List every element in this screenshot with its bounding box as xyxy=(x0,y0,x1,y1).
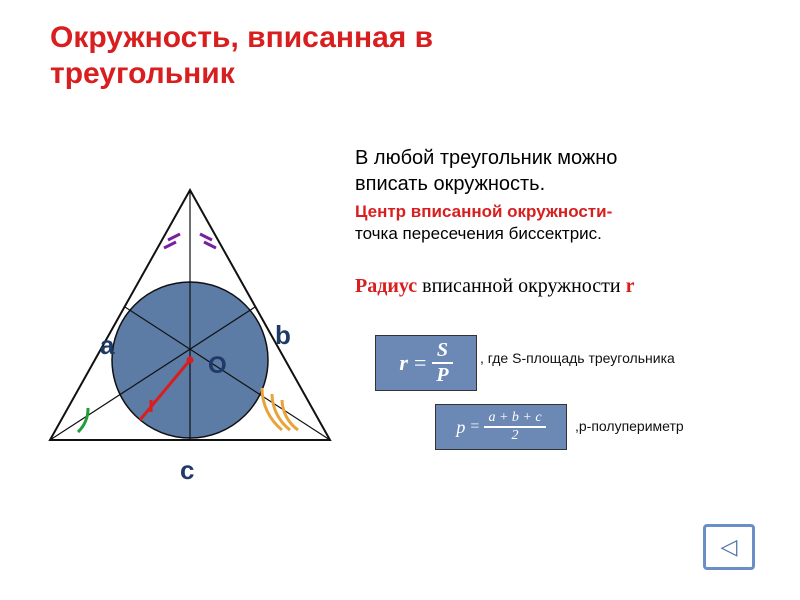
title-line1: Окружность, вписанная в xyxy=(50,21,433,54)
formula-r-note: , где S-площадь треугольника xyxy=(480,350,675,366)
formula-p: p = a + b + c 2 xyxy=(435,404,567,450)
formula-p-eq: = xyxy=(470,418,479,436)
center-dot xyxy=(187,357,194,364)
desc-line3b: вписанной окружности xyxy=(417,275,626,297)
label-b: b xyxy=(275,320,291,351)
title-line2: треугольник xyxy=(50,57,235,90)
formula-r-den: P xyxy=(432,364,452,387)
label-c: c xyxy=(180,455,194,486)
desc-line1a: В любой треугольник можно xyxy=(355,147,617,169)
desc-line2b-wrap: точка пересечения биссектрис. xyxy=(355,223,775,245)
formula-r: r = S P xyxy=(375,335,477,391)
desc-line3a: Радиус xyxy=(355,275,417,297)
formula-r-num: S xyxy=(432,339,452,364)
formula-p-den: 2 xyxy=(484,428,545,444)
diagram-svg xyxy=(30,180,350,480)
formula-p-lhs: p xyxy=(456,417,465,438)
desc-line1b: вписать окружность. xyxy=(355,173,545,195)
desc-line3: Радиус вписанной окружности r xyxy=(355,273,775,299)
formula-r-eq: = xyxy=(414,350,426,376)
desc-line1: В любой треугольник можно вписать окружн… xyxy=(355,145,775,197)
angle-mark-right xyxy=(262,388,298,430)
desc-line3c: r xyxy=(626,275,635,297)
desc-line2a: Центр вписанной окружности- xyxy=(355,202,612,221)
slide-title: Окружность, вписанная в треугольник xyxy=(50,20,433,92)
description-block: В любой треугольник можно вписать окружн… xyxy=(355,145,775,299)
back-icon: ◁ xyxy=(721,534,738,560)
desc-line2b: точка пересечения биссектрис. xyxy=(355,224,602,243)
angle-mark-left xyxy=(78,408,88,432)
label-O: O xyxy=(208,352,227,380)
label-r: r xyxy=(148,392,157,418)
formula-p-note: ,p-полупериметр xyxy=(575,418,684,434)
desc-line2: Центр вписанной окружности- xyxy=(355,201,775,223)
back-button[interactable]: ◁ xyxy=(703,524,755,570)
label-a: a xyxy=(100,330,114,361)
formula-p-num: a + b + c xyxy=(484,410,545,428)
inscribed-circle-diagram: a b c O r xyxy=(30,180,350,480)
formula-r-lhs: r xyxy=(399,350,408,376)
